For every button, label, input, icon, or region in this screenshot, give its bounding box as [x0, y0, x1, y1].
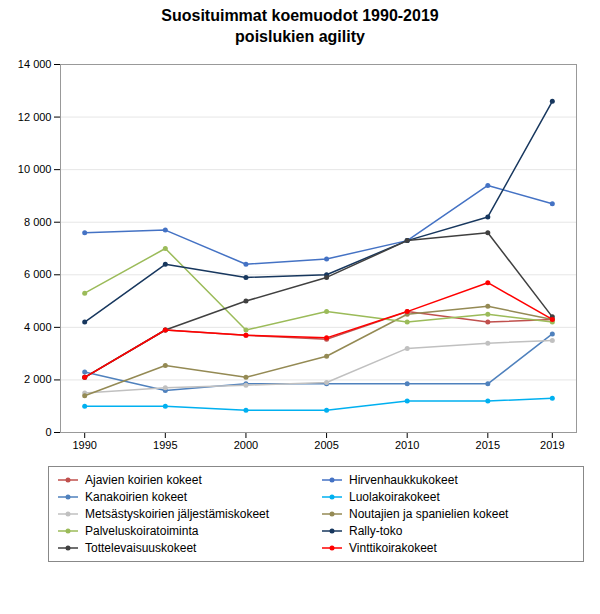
svg-text:14 000: 14 000 — [18, 58, 52, 70]
html-text:Rally-toko: Rally-toko — [349, 523, 403, 538]
html-text:Suosituimmat koemuodot 1990-20: Suosituimmat koemuodot 1990-2019 poisluk… — [161, 7, 439, 45]
html-text:Kanakoirien kokeet: Kanakoirien kokeet — [85, 489, 188, 504]
html-text:Palveluskoiratoiminta: Palveluskoiratoiminta — [85, 523, 199, 538]
svg-text:1995: 1995 — [153, 439, 177, 451]
html-text:Vinttikoirakokeet: Vinttikoirakokeet — [349, 540, 437, 555]
svg-text:2019: 2019 — [540, 439, 564, 451]
html-text:Hirvenhaukkukokeet: Hirvenhaukkukokeet — [349, 472, 458, 487]
svg-text:10 000: 10 000 — [18, 163, 52, 175]
svg-text:2005: 2005 — [314, 439, 338, 451]
html-text:Noutajien ja spanielien kokeet: Noutajien ja spanielien kokeet — [349, 506, 509, 521]
svg-text:4 000: 4 000 — [24, 320, 52, 332]
svg-text:0: 0 — [45, 426, 51, 438]
svg-text:1990: 1990 — [72, 439, 96, 451]
svg-text:2000: 2000 — [234, 439, 258, 451]
svg-text:6 000: 6 000 — [24, 268, 52, 280]
svg-text:8 000: 8 000 — [24, 215, 52, 227]
svg-text:2015: 2015 — [476, 439, 500, 451]
svg-text:2 000: 2 000 — [24, 373, 52, 385]
html-text:Ajavien koirien kokeet: Ajavien koirien kokeet — [85, 472, 202, 487]
html-text:Metsästyskoirien jäljestämisko: Metsästyskoirien jäljestämiskokeet — [85, 506, 270, 521]
svg-text:2010: 2010 — [395, 439, 419, 451]
html-text:Luolakoirakokeet: Luolakoirakokeet — [349, 489, 440, 504]
html-text:Tottelevaisuuskokeet: Tottelevaisuuskokeet — [85, 540, 197, 555]
svg-text:12 000: 12 000 — [18, 110, 52, 122]
